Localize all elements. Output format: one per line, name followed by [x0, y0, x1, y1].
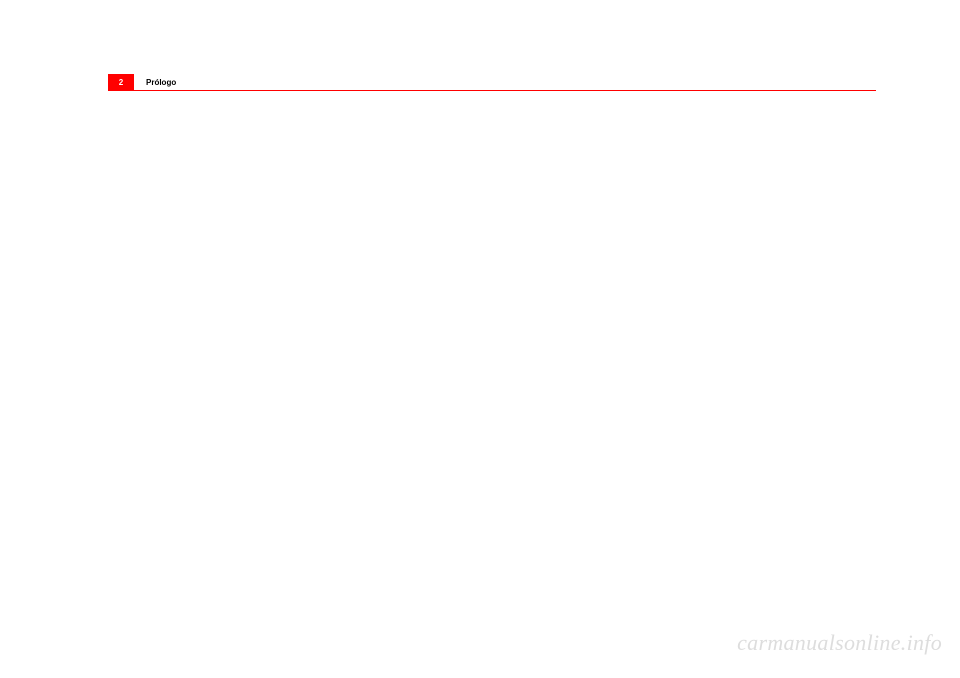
watermark-text: carmanualsonline.info [737, 630, 942, 656]
page-number-badge: 2 [108, 74, 134, 90]
section-title: Prólogo [134, 74, 176, 90]
header-divider [108, 90, 876, 91]
document-page: 2 Prólogo [108, 74, 876, 91]
page-header: 2 Prólogo [108, 74, 876, 90]
